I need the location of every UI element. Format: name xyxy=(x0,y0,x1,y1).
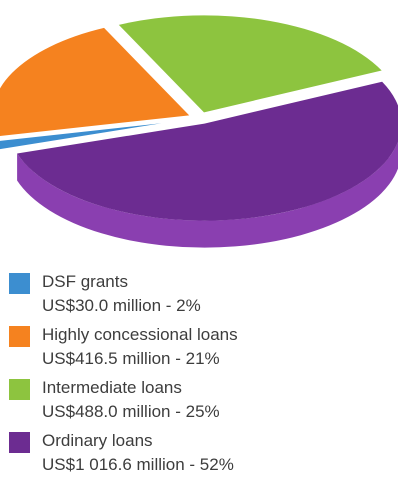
legend-value: US$488.0 million - 25% xyxy=(42,402,220,421)
pie-slice-ordinary-loans xyxy=(17,81,398,221)
pie-slice-highly-concessional-loans xyxy=(0,27,190,136)
pie-slice-side-ordinary-loans xyxy=(17,141,398,248)
legend-item-highly-concessional-loans: Highly concessional loans US$416.5 milli… xyxy=(9,323,389,376)
legend-label: Intermediate loans xyxy=(42,378,182,397)
legend-label: Ordinary loans xyxy=(42,431,153,450)
legend-value: US$1 016.6 million - 52% xyxy=(42,455,234,474)
legend: DSF grants US$30.0 million - 2% Highly c… xyxy=(9,270,389,482)
legend-value: US$416.5 million - 21% xyxy=(42,349,220,368)
legend-swatch-dsf-grants xyxy=(9,273,30,294)
legend-item-ordinary-loans: Ordinary loans US$1 016.6 million - 52% xyxy=(9,429,389,482)
legend-swatch-highly-concessional-loans xyxy=(9,326,30,347)
legend-swatch-ordinary-loans xyxy=(9,432,30,453)
legend-item-intermediate-loans: Intermediate loans US$488.0 million - 25… xyxy=(9,376,389,429)
legend-item-dsf-grants: DSF grants US$30.0 million - 2% xyxy=(9,270,389,323)
legend-label: Highly concessional loans xyxy=(42,325,238,344)
legend-label: DSF grants xyxy=(42,272,128,291)
pie-slice-dsf-grants xyxy=(0,123,162,150)
pie-chart xyxy=(0,15,398,248)
pie-slice-intermediate-loans xyxy=(118,15,382,113)
legend-swatch-intermediate-loans xyxy=(9,379,30,400)
legend-value: US$30.0 million - 2% xyxy=(42,296,201,315)
